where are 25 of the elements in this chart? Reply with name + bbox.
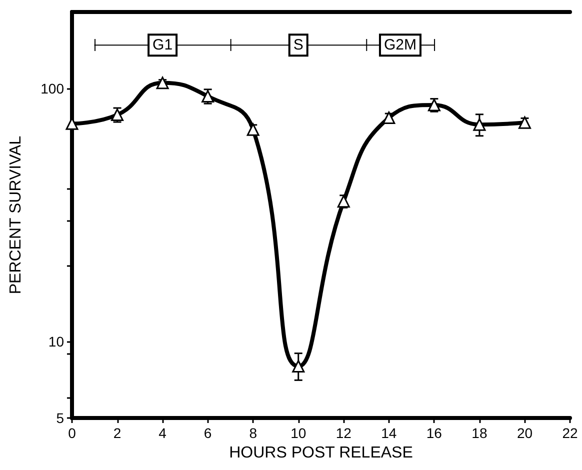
x-axis-title: HOURS POST RELEASE — [229, 444, 413, 462]
x-tick-label: 20 — [516, 425, 533, 441]
x-tick-label: 18 — [472, 425, 488, 441]
x-tick-label: 14 — [381, 425, 397, 441]
annotation: G1 — [152, 36, 173, 54]
x-tick-label: 8 — [249, 425, 258, 441]
y-axis-title: PERCENT SURVIVAL — [8, 136, 24, 294]
y-tick-label: 5 — [56, 410, 64, 426]
annotation: G2M — [384, 36, 416, 54]
x-tick-label: 22 — [562, 425, 578, 441]
x-tick-label: 16 — [426, 425, 442, 441]
point — [246, 123, 260, 136]
point — [156, 76, 169, 90]
x-tick-label: 6 — [204, 425, 212, 441]
point — [518, 116, 531, 129]
point — [473, 118, 486, 131]
annotation: S — [293, 36, 304, 54]
x-tick-label: 2 — [113, 425, 122, 441]
x-tick-label: 12 — [336, 425, 352, 441]
point — [292, 360, 305, 373]
x-tick-label: 10 — [290, 425, 306, 441]
y-tick-label: 100 — [40, 80, 64, 96]
x-tick-label: 0 — [68, 425, 76, 441]
y-tick-label: 10 — [48, 334, 64, 350]
x-tick-label: 4 — [158, 425, 167, 441]
